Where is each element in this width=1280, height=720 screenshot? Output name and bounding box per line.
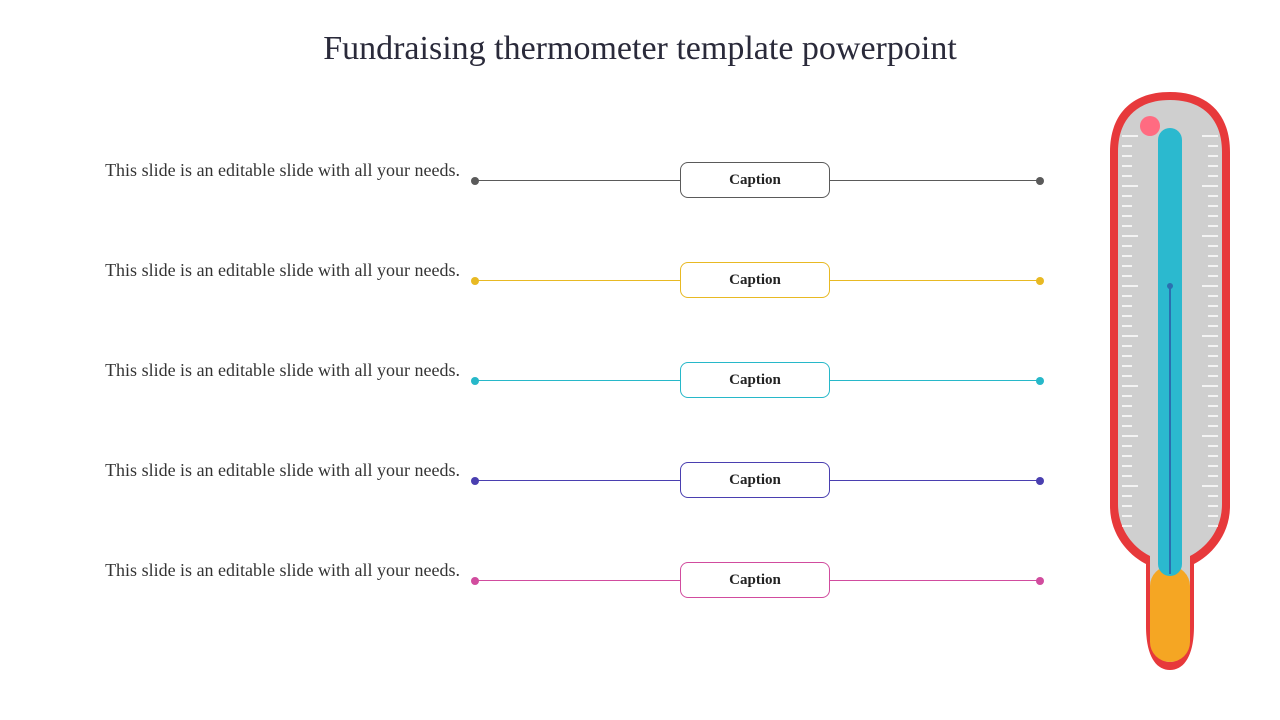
page-title: Fundraising thermometer template powerpo… [0,30,1280,68]
connector-line [830,380,1040,381]
caption-box: Caption [680,262,830,298]
row-description: This slide is an editable slide with all… [100,158,460,183]
connector-dot [1036,277,1044,285]
caption-box: Caption [680,562,830,598]
caption-row: This slide is an editable slide with all… [100,130,1060,230]
caption-rows: This slide is an editable slide with all… [100,130,1060,630]
connector-line [475,380,680,381]
connector-line [475,180,680,181]
thermometer-svg [1100,86,1240,676]
connector-dot [471,477,479,485]
connector-dot [471,377,479,385]
caption-row: This slide is an editable slide with all… [100,230,1060,330]
thermometer [1100,86,1240,676]
row-description: This slide is an editable slide with all… [100,258,460,283]
caption-row: This slide is an editable slide with all… [100,430,1060,530]
connector-line [830,280,1040,281]
connector-dot [1036,577,1044,585]
connector-line [475,480,680,481]
caption-box: Caption [680,162,830,198]
connector-line [830,480,1040,481]
connector-dot [471,177,479,185]
connector-dot [471,577,479,585]
row-description: This slide is an editable slide with all… [100,358,460,383]
connector-line [830,580,1040,581]
caption-row: This slide is an editable slide with all… [100,530,1060,630]
row-description: This slide is an editable slide with all… [100,458,460,483]
connector-dot [1036,377,1044,385]
connector-dot [1036,477,1044,485]
caption-box: Caption [680,462,830,498]
connector-dot [471,277,479,285]
caption-row: This slide is an editable slide with all… [100,330,1060,430]
connector-line [830,180,1040,181]
slide: Fundraising thermometer template powerpo… [0,0,1280,720]
caption-box: Caption [680,362,830,398]
connector-dot [1036,177,1044,185]
row-description: This slide is an editable slide with all… [100,558,460,583]
connector-line [475,280,680,281]
connector-line [475,580,680,581]
